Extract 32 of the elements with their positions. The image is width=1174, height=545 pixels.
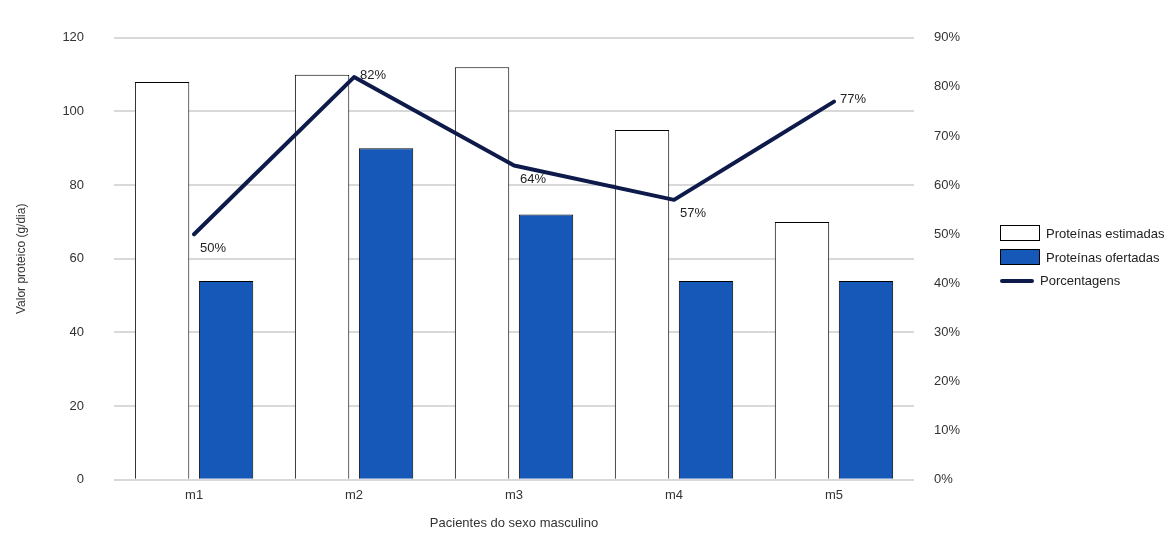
y-tick-label: 60 bbox=[69, 250, 85, 266]
y-tick-label: 100 bbox=[62, 103, 85, 119]
legend-label: Porcentagens bbox=[1040, 273, 1121, 288]
x-axis-title: Pacientes do sexo masculino bbox=[429, 514, 599, 530]
y2-tick-label: 20% bbox=[933, 373, 961, 389]
x-tick-label: m4 bbox=[664, 487, 684, 503]
y-tick-label: 120 bbox=[62, 29, 85, 45]
y2-tick-label: 90% bbox=[933, 29, 961, 45]
x-tick-label: m1 bbox=[185, 487, 204, 503]
y-axis-title: Valor proteico (g/dia) bbox=[13, 203, 28, 315]
y-tick-label: 40 bbox=[69, 324, 85, 340]
legend-label: Proteínas ofertadas bbox=[1046, 249, 1160, 265]
y2-tick-label: 80% bbox=[933, 78, 961, 94]
y2-tick-label: 40% bbox=[933, 274, 961, 290]
y-tick-label: 0 bbox=[76, 471, 85, 487]
data-label: 82% bbox=[360, 66, 387, 82]
y2-tick-label: 60% bbox=[933, 176, 961, 192]
y2-tick-label: 30% bbox=[933, 324, 961, 340]
x-tick-label: m2 bbox=[345, 487, 364, 503]
data-label: 64% bbox=[520, 171, 547, 187]
data-label: 77% bbox=[839, 91, 867, 107]
y2-tick-label: 50% bbox=[933, 225, 961, 241]
y2-tick-label: 0% bbox=[933, 471, 954, 487]
data-label: 50% bbox=[200, 239, 227, 255]
y2-tick-label: 70% bbox=[933, 127, 961, 143]
legend-label: Proteínas estimadas bbox=[1046, 225, 1165, 241]
data-label: 57% bbox=[680, 205, 707, 221]
x-tick-label: m5 bbox=[824, 487, 844, 503]
y-tick-label: 20 bbox=[69, 397, 85, 413]
y-tick-label: 80 bbox=[69, 176, 85, 192]
y2-tick-label: 10% bbox=[933, 422, 961, 438]
x-tick-label: m3 bbox=[505, 487, 524, 503]
